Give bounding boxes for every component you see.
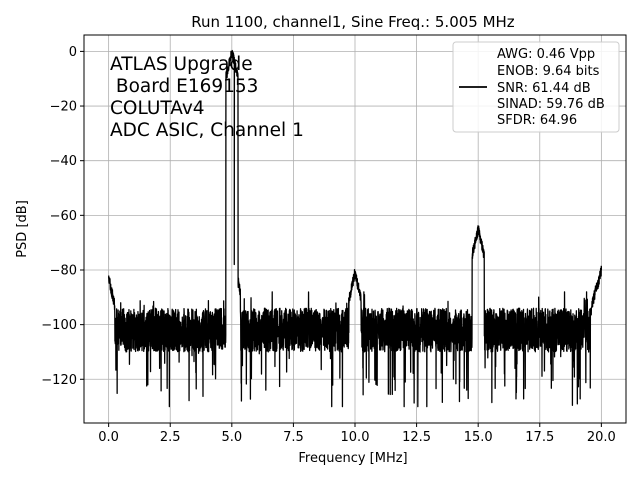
y-tick-label: −60 [50, 209, 77, 224]
legend-line-4: SINAD: 59.76 dB [497, 97, 605, 112]
y-axis-label: PSD [dB] [15, 200, 30, 258]
legend-line-3: SNR: 61.44 dB [497, 81, 591, 96]
x-tick-label: 15.0 [464, 430, 493, 445]
y-axis-ticks: 0 −20 −40 −60 −80 −100 −120 [41, 45, 84, 388]
x-tick-label: 17.5 [525, 430, 554, 445]
annotation-line-1: ATLAS Upgrade [110, 54, 253, 75]
x-tick-label: 12.5 [402, 430, 431, 445]
y-tick-label: −120 [41, 373, 77, 388]
y-tick-label: 0 [69, 45, 77, 60]
annotation-line-2: Board E169153 [110, 76, 258, 97]
x-tick-label: 20.0 [587, 430, 616, 445]
annotation-line-4: ADC ASIC, Channel 1 [110, 120, 304, 141]
x-tick-label: 2.5 [160, 430, 181, 445]
psd-series-line [107, 49, 603, 408]
y-tick-label: −100 [41, 318, 77, 333]
x-axis-label: Frequency [MHz] [298, 451, 407, 466]
plot-frame [83, 34, 627, 424]
x-tick-label: 0.0 [98, 430, 119, 445]
y-tick-label: −40 [50, 154, 77, 169]
x-tick-label: 10.0 [341, 430, 370, 445]
x-axis-ticks: 0.0 2.5 5.0 7.5 10.0 12.5 15.0 17.5 20.0 [98, 423, 616, 445]
chart-title: Run 1100, channel1, Sine Freq.: 5.005 MH… [191, 13, 515, 31]
text-annotation: ATLAS Upgrade Board E169153 COLUTAv4 ADC… [110, 54, 304, 141]
x-tick-label: 7.5 [283, 430, 304, 445]
y-tick-label: −20 [50, 100, 77, 115]
legend-box [452, 41, 620, 133]
legend-line-1: AWG: 0.46 Vpp [497, 47, 595, 62]
y-tick-label: −80 [50, 263, 77, 278]
x-tick-label: 5.0 [221, 430, 242, 445]
annotation-line-3: COLUTAv4 [110, 98, 205, 119]
legend-line-5: SFDR: 64.96 [497, 113, 577, 128]
legend-line-2: ENOB: 9.64 bits [497, 64, 600, 79]
legend: AWG: 0.46 Vpp ENOB: 9.64 bits SNR: 61.44… [452, 41, 620, 133]
